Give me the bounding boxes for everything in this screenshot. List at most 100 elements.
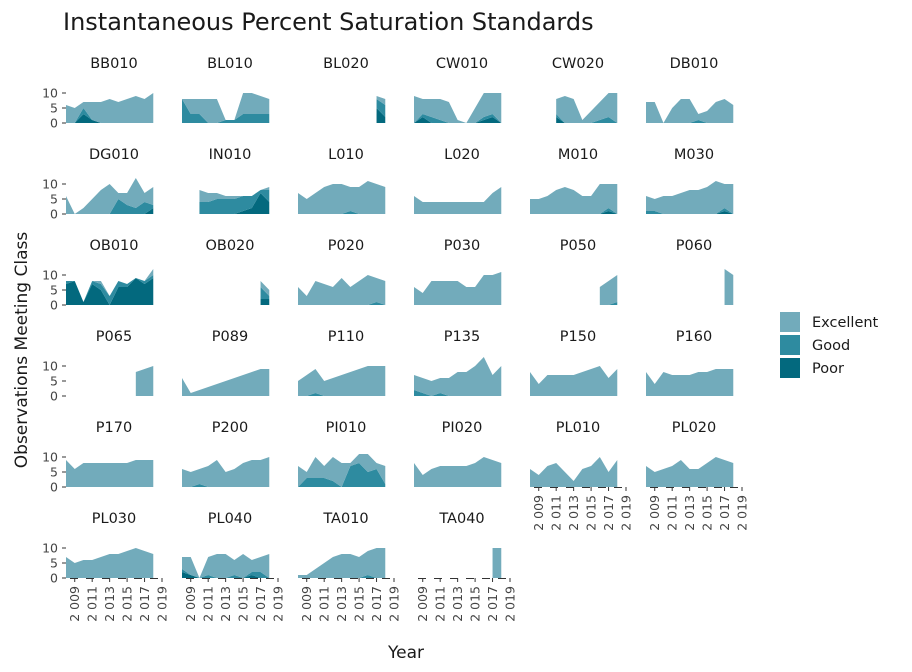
panel-ob020: OB020: [205, 238, 270, 305]
area-excellent: [199, 187, 270, 202]
panel-cw010: CW010: [414, 56, 502, 123]
panel-strip-label: P160: [676, 329, 712, 345]
y-tick-label: 0: [50, 207, 58, 222]
panel-strip-label: IN010: [209, 147, 252, 163]
x-tick-label: 2 017: [601, 495, 616, 531]
x-tick-label: 2 015: [468, 586, 483, 622]
panel-strip-label: P110: [328, 329, 364, 345]
area-poor: [66, 278, 154, 305]
area-poor: [199, 193, 270, 214]
panel-l010: L010: [298, 147, 386, 214]
y-tick-label: 0: [50, 389, 58, 404]
x-tick-label: 2 011: [85, 586, 100, 622]
panel-p150: P150: [530, 329, 618, 396]
panel-m010: M010: [530, 147, 618, 214]
x-tick-label: 2 017: [717, 495, 732, 531]
x-tick-label: 2 009: [531, 495, 546, 531]
area-good: [298, 463, 386, 487]
x-tick-label: 2 015: [700, 495, 715, 531]
panel-strip-label: BL020: [323, 56, 369, 72]
x-tick-label: 2 019: [155, 586, 170, 622]
panel-strip-label: P050: [560, 238, 596, 254]
area-excellent: [646, 181, 734, 214]
panel-strip-label: PL040: [208, 511, 253, 527]
panel-p110: P110: [298, 329, 386, 396]
x-tick-label: 2 009: [299, 586, 314, 622]
panel-pi020: PI020: [414, 420, 502, 487]
panel-db010: DB010: [646, 56, 734, 123]
x-tick-label: 2 015: [584, 495, 599, 531]
area-poor: [376, 108, 386, 123]
area-excellent: [599, 275, 618, 305]
x-tick-label: 2 013: [218, 586, 233, 622]
x-axis-title: Year: [387, 643, 424, 663]
area-excellent: [724, 269, 734, 305]
x-tick-label: 2 009: [415, 586, 430, 622]
area-excellent: [414, 187, 502, 214]
x-tick-label: 2 013: [566, 495, 581, 531]
panel-m030: M030: [646, 147, 734, 214]
panel-strip-label: L010: [328, 147, 364, 163]
panel-strip-label: M010: [558, 147, 598, 163]
area-poor: [646, 211, 734, 214]
area-good: [298, 575, 386, 578]
x-tick-label: 2 015: [236, 586, 251, 622]
panel-p135: P135: [414, 329, 502, 396]
panel-strip-label: P060: [676, 238, 712, 254]
y-tick-label: 5: [50, 283, 58, 298]
y-tick-label: 0: [50, 571, 58, 586]
y-tick-label: 5: [50, 374, 58, 389]
panel-p020: P020: [298, 238, 386, 305]
panel-p050: P050: [560, 238, 618, 305]
area-excellent: [414, 93, 502, 123]
panel-strip-label: P170: [96, 420, 132, 436]
y-tick-label: 5: [50, 192, 58, 207]
area-poor: [260, 299, 270, 305]
x-tick-label: 2 017: [253, 586, 268, 622]
panel-ta040: TA040 2 009 2 011 2 013 2 015 2 017 2 019: [414, 511, 518, 622]
panel-strip-label: CW010: [436, 56, 488, 72]
area-excellent: [182, 457, 270, 487]
area-excellent: [414, 357, 502, 396]
x-tick-label: 2 011: [549, 495, 564, 531]
panel-strip-label: L020: [444, 147, 480, 163]
panel-strip-label: M030: [674, 147, 714, 163]
panel-strip-label: P135: [444, 329, 480, 345]
x-tick-label: 2 013: [102, 586, 117, 622]
area-excellent: [414, 457, 502, 487]
area-excellent: [298, 366, 386, 396]
area-excellent: [182, 93, 270, 123]
panel-strip-label: DG010: [89, 147, 139, 163]
x-tick-label: 2 009: [67, 586, 82, 622]
x-tick-label: 2 011: [433, 586, 448, 622]
area-good: [298, 302, 386, 305]
y-tick-label: 10: [42, 541, 58, 556]
area-good: [599, 302, 618, 305]
x-tick-label: 2 017: [137, 586, 152, 622]
legend-swatch-good: [780, 335, 800, 355]
panel-strip-label: P200: [212, 420, 248, 436]
legend: Excellent Good Poor: [780, 312, 879, 378]
y-tick-label: 0: [50, 116, 58, 131]
panel-p060: P060: [676, 238, 734, 305]
area-excellent: [298, 275, 386, 305]
area-good: [556, 114, 618, 123]
y-tick-label: 5: [50, 101, 58, 116]
panel-strip-label: TA010: [322, 511, 368, 527]
area-excellent: [66, 93, 154, 123]
area-excellent: [530, 366, 618, 396]
area-excellent: [182, 369, 270, 396]
panel-strip-label: P020: [328, 238, 364, 254]
area-excellent: [646, 99, 734, 123]
area-excellent: [135, 366, 154, 396]
panel-l020: L020: [414, 147, 502, 214]
y-tick-label: 10: [42, 268, 58, 283]
area-excellent: [182, 554, 270, 578]
area-poor: [66, 114, 154, 123]
area-excellent: [492, 548, 502, 578]
